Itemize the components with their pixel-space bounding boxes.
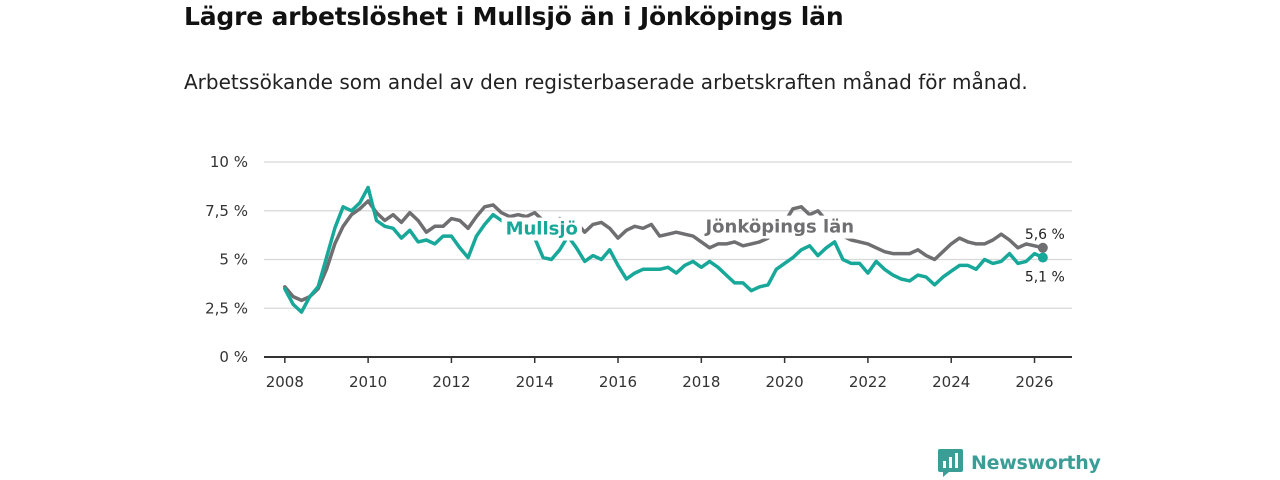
end-label-mullsjo: 5,1 % <box>1025 270 1065 286</box>
x-tick-label: 2016 <box>599 373 637 391</box>
series-label-bg-mullsjo <box>501 217 582 241</box>
newsworthy-logo-icon <box>938 449 963 477</box>
series-end-point-jonkopings-lan <box>1037 242 1048 253</box>
series-lines <box>283 185 1048 314</box>
series-labels: Jönköpings län Mullsjö 5,6 % 5,1 % <box>501 215 1065 286</box>
x-tick-label: 2014 <box>516 373 554 391</box>
x-tick-label: 2022 <box>849 373 887 391</box>
y-tick-label: 5 % <box>219 251 248 269</box>
brand-name: Newsworthy <box>971 452 1101 474</box>
series-end-point-mullsjo <box>1037 252 1048 263</box>
y-axis-ticks: 0 % 2,5 % 5 % 7,5 % 10 % <box>205 153 248 366</box>
chart-title: Lägre arbetslöshet i Mullsjö än i Jönköp… <box>184 2 844 31</box>
chart-subtitle: Arbetssökande som andel av den registerb… <box>184 70 1028 94</box>
brand-logo: Newsworthy <box>937 448 1101 478</box>
y-tick-label: 7,5 % <box>205 202 248 220</box>
x-tick-label: 2024 <box>932 373 970 391</box>
series-label-bg-jonkopings-lan <box>699 215 859 239</box>
y-tick-label: 0 % <box>219 348 248 366</box>
x-tick-label: 2026 <box>1015 373 1053 391</box>
series-label-mullsjo: Mullsjö <box>506 219 578 240</box>
series-label-jonkopings-lan: Jönköpings län <box>703 217 854 238</box>
x-tick-label: 2018 <box>682 373 720 391</box>
y-tick-label: 10 % <box>210 153 248 171</box>
x-axis-ticks: 2008 2010 2012 2014 2016 2018 2020 2022 2024 2026 <box>266 357 1054 391</box>
x-tick-label: 2020 <box>766 373 804 391</box>
y-tick-label: 2,5 % <box>205 299 248 317</box>
gridlines <box>264 161 1072 309</box>
series-line-jonkopings-lan <box>283 199 1045 303</box>
x-tick-label: 2008 <box>266 373 304 391</box>
x-tick-label: 2012 <box>432 373 470 391</box>
series-line-mullsjo <box>283 185 1045 314</box>
end-label-jonkopings-lan: 5,6 % <box>1025 227 1065 243</box>
x-tick-label: 2010 <box>349 373 387 391</box>
